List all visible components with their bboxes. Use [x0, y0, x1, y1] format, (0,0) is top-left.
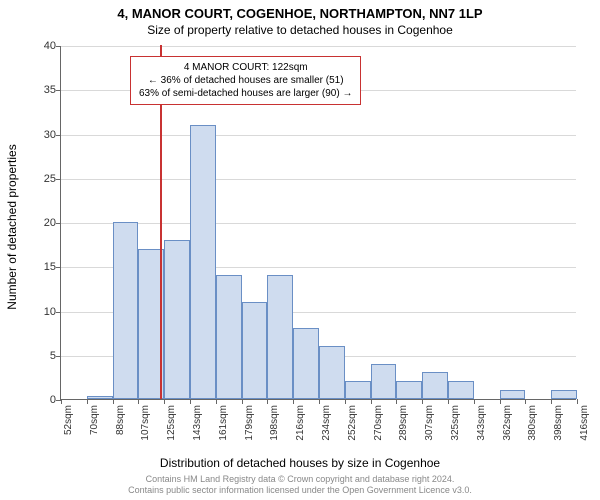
- histogram-bar: [242, 302, 268, 399]
- x-tick-mark: [190, 399, 191, 404]
- x-tick-mark: [319, 399, 320, 404]
- x-tick-label: 234sqm: [321, 405, 332, 441]
- x-tick-mark: [396, 399, 397, 404]
- gridline: [61, 46, 576, 47]
- x-tick-mark: [448, 399, 449, 404]
- y-tick-label: 40: [16, 40, 56, 52]
- x-tick-label: 398sqm: [553, 405, 564, 441]
- y-tick-label: 15: [16, 261, 56, 273]
- y-tick-mark: [56, 356, 61, 357]
- x-tick-label: 198sqm: [269, 405, 280, 441]
- x-tick-label: 125sqm: [166, 405, 177, 441]
- y-tick-mark: [56, 223, 61, 224]
- x-tick-mark: [577, 399, 578, 404]
- x-tick-label: 143sqm: [192, 405, 203, 441]
- y-tick-mark: [56, 179, 61, 180]
- histogram-bar: [371, 364, 397, 399]
- chart-title-main: 4, MANOR COURT, COGENHOE, NORTHAMPTON, N…: [0, 0, 600, 21]
- x-tick-label: 52sqm: [63, 405, 74, 435]
- x-tick-label: 70sqm: [89, 405, 100, 435]
- y-tick-label: 35: [16, 84, 56, 96]
- chart-title-sub: Size of property relative to detached ho…: [0, 21, 600, 37]
- annotation-line: 63% of semi-detached houses are larger (…: [139, 87, 352, 100]
- histogram-bar: [113, 222, 139, 399]
- x-tick-mark: [87, 399, 88, 404]
- footer-line: Contains public sector information licen…: [0, 485, 600, 496]
- x-tick-mark: [345, 399, 346, 404]
- x-tick-label: 325sqm: [450, 405, 461, 441]
- y-tick-mark: [56, 135, 61, 136]
- x-tick-label: 343sqm: [476, 405, 487, 441]
- x-tick-mark: [474, 399, 475, 404]
- x-tick-mark: [525, 399, 526, 404]
- x-tick-label: 307sqm: [424, 405, 435, 441]
- x-tick-label: 161sqm: [218, 405, 229, 441]
- y-tick-mark: [56, 46, 61, 47]
- y-tick-mark: [56, 312, 61, 313]
- x-tick-label: 380sqm: [527, 405, 538, 441]
- y-tick-mark: [56, 267, 61, 268]
- annotation-line: 4 MANOR COURT: 122sqm: [139, 61, 352, 74]
- x-tick-label: 416sqm: [579, 405, 590, 441]
- x-tick-label: 107sqm: [140, 405, 151, 441]
- x-tick-mark: [293, 399, 294, 404]
- y-tick-label: 10: [16, 306, 56, 318]
- x-tick-mark: [242, 399, 243, 404]
- y-tick-label: 20: [16, 217, 56, 229]
- histogram-bar: [267, 275, 293, 399]
- footer-attribution: Contains HM Land Registry data © Crown c…: [0, 474, 600, 496]
- x-tick-mark: [113, 399, 114, 404]
- x-tick-label: 252sqm: [347, 405, 358, 441]
- x-tick-mark: [500, 399, 501, 404]
- histogram-bar: [500, 390, 526, 399]
- x-tick-label: 362sqm: [502, 405, 513, 441]
- footer-line: Contains HM Land Registry data © Crown c…: [0, 474, 600, 485]
- x-tick-label: 179sqm: [244, 405, 255, 441]
- x-tick-mark: [138, 399, 139, 404]
- gridline: [61, 135, 576, 136]
- x-tick-mark: [422, 399, 423, 404]
- histogram-bar: [293, 328, 319, 399]
- y-tick-label: 25: [16, 173, 56, 185]
- histogram-bar: [87, 396, 113, 399]
- x-tick-mark: [164, 399, 165, 404]
- histogram-bar: [190, 125, 216, 399]
- histogram-bar: [448, 381, 474, 399]
- histogram-bar: [422, 372, 448, 399]
- histogram-bar: [345, 381, 371, 399]
- x-tick-mark: [371, 399, 372, 404]
- y-tick-label: 0: [16, 394, 56, 406]
- x-axis-label: Distribution of detached houses by size …: [0, 456, 600, 470]
- x-tick-label: 216sqm: [295, 405, 306, 441]
- x-tick-label: 270sqm: [373, 405, 384, 441]
- histogram-bar: [164, 240, 190, 399]
- x-tick-mark: [267, 399, 268, 404]
- x-tick-mark: [61, 399, 62, 404]
- x-tick-mark: [216, 399, 217, 404]
- x-tick-label: 88sqm: [115, 405, 126, 435]
- histogram-bar: [319, 346, 345, 399]
- histogram-bar: [216, 275, 242, 399]
- histogram-bar: [551, 390, 577, 399]
- gridline: [61, 179, 576, 180]
- annotation-line: ← 36% of detached houses are smaller (51…: [139, 74, 352, 87]
- y-tick-mark: [56, 90, 61, 91]
- y-tick-label: 5: [16, 350, 56, 362]
- x-tick-label: 289sqm: [398, 405, 409, 441]
- marker-annotation: 4 MANOR COURT: 122sqm ← 36% of detached …: [130, 56, 361, 105]
- x-tick-mark: [551, 399, 552, 404]
- histogram-bar: [396, 381, 422, 399]
- y-tick-label: 30: [16, 129, 56, 141]
